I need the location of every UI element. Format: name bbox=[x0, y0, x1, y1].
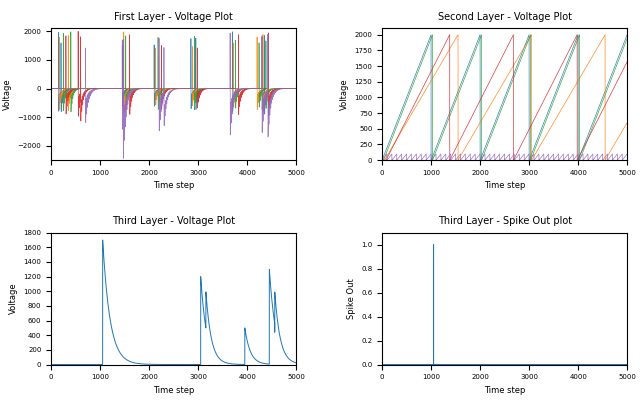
Y-axis label: Voltage: Voltage bbox=[3, 79, 12, 110]
Y-axis label: Voltage: Voltage bbox=[340, 79, 349, 110]
Y-axis label: Spike Out: Spike Out bbox=[347, 278, 356, 319]
X-axis label: Time step: Time step bbox=[153, 386, 195, 395]
X-axis label: Time step: Time step bbox=[484, 386, 525, 395]
Title: Third Layer - Spike Out plot: Third Layer - Spike Out plot bbox=[438, 216, 572, 226]
X-axis label: Time step: Time step bbox=[153, 181, 195, 190]
Title: First Layer - Voltage Plot: First Layer - Voltage Plot bbox=[115, 12, 233, 22]
Title: Second Layer - Voltage Plot: Second Layer - Voltage Plot bbox=[438, 12, 572, 22]
X-axis label: Time step: Time step bbox=[484, 181, 525, 190]
Y-axis label: Voltage: Voltage bbox=[9, 283, 18, 314]
Title: Third Layer - Voltage Plot: Third Layer - Voltage Plot bbox=[112, 216, 236, 226]
